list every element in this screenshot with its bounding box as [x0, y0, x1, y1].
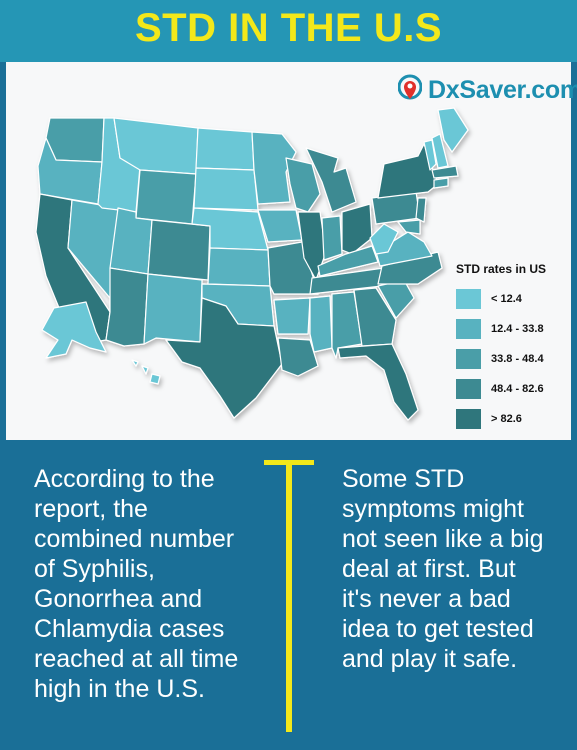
state-louisiana [277, 337, 319, 377]
state-michigan [305, 147, 357, 213]
map-panel [6, 62, 571, 440]
state-north-dakota [195, 127, 255, 171]
state-wyoming [135, 169, 197, 225]
legend-swatch [456, 289, 481, 309]
state-delaware-maryland [397, 219, 421, 235]
state-west-virginia [369, 223, 399, 255]
us-map [35, 107, 469, 421]
page-title: STD IN THE U.S [134, 6, 443, 50]
map-pin-icon [398, 74, 422, 100]
right-text: Some STD symptoms might not seen like a … [342, 465, 544, 673]
state-massachusetts [431, 165, 459, 179]
legend-label: < 12.4 [491, 293, 522, 305]
state-arizona [105, 267, 149, 347]
legend-title: STD rates in US [456, 262, 547, 276]
logo[interactable]: DxSaver.com [398, 72, 577, 108]
state-alaska [41, 301, 107, 359]
state-indiana [321, 215, 343, 261]
legend-item: 48.4 - 82.6 [456, 374, 568, 404]
state-maine [437, 107, 469, 153]
state-ohio [341, 203, 373, 255]
legend-label: 12.4 - 33.8 [491, 323, 544, 335]
legend-swatch [456, 319, 481, 339]
legend-swatch [456, 409, 481, 429]
legend-label: 33.8 - 48.4 [491, 353, 544, 365]
state-minnesota [251, 131, 297, 205]
legend-label: > 82.6 [491, 413, 522, 425]
legend-swatch [456, 349, 481, 369]
legend-swatch [456, 379, 481, 399]
state-kansas [207, 247, 271, 287]
state-georgia [353, 287, 397, 347]
state-new-hampshire [431, 133, 449, 169]
map-legend: STD rates in US < 12.4 12.4 - 33.8 33.8 … [456, 262, 568, 434]
state-vermont [423, 139, 437, 171]
state-arkansas [273, 297, 311, 335]
state-texas [165, 297, 283, 419]
state-new-jersey [415, 197, 427, 223]
bottom-section: According to the report, the combined nu… [0, 440, 577, 750]
logo-text: DxSaver.com [428, 75, 577, 104]
state-florida [337, 343, 419, 421]
legend-item: 12.4 - 33.8 [456, 314, 568, 344]
legend-item: > 82.6 [456, 404, 568, 434]
state-connecticut [433, 177, 449, 189]
state-virginia [375, 231, 433, 267]
divider-icon [264, 460, 314, 732]
state-mississippi [309, 295, 333, 353]
state-kentucky [317, 245, 379, 277]
state-south-dakota [193, 167, 259, 211]
state-colorado [147, 219, 211, 281]
legend-label: 48.4 - 82.6 [491, 383, 544, 395]
left-text: According to the report, the combined nu… [34, 465, 239, 703]
header-band: STD IN THE U.S [0, 0, 577, 62]
legend-item: 33.8 - 48.4 [456, 344, 568, 374]
state-new-mexico [143, 273, 203, 345]
legend-item: < 12.4 [456, 284, 568, 314]
state-hawaii [131, 359, 161, 385]
state-washington [45, 117, 105, 163]
